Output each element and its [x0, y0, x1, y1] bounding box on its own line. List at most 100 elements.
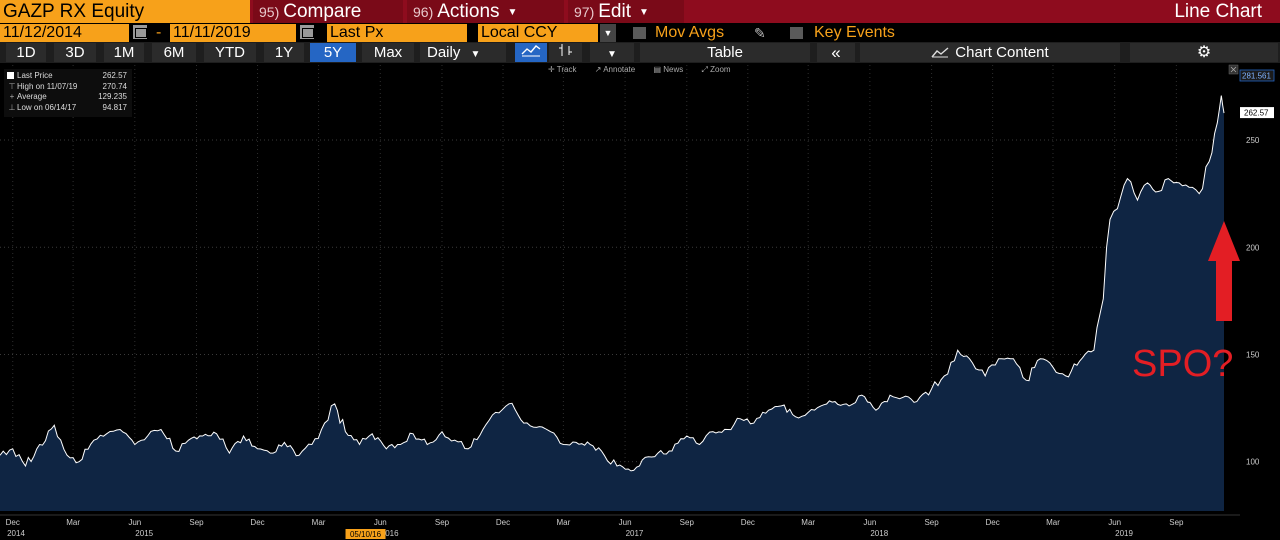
edit-menu-button[interactable]: 97) Edit ▼	[568, 0, 684, 23]
currency-dropdown-arrow-icon[interactable]: ▼	[600, 24, 616, 42]
y-tick-label: 100	[1246, 458, 1260, 467]
high-marker-icon: ⊤	[8, 81, 16, 91]
x-month-label: Sep	[680, 518, 695, 527]
compare-menu-button[interactable]: 95) Compare	[253, 0, 403, 23]
x-month-label: Mar	[1046, 518, 1060, 527]
frequency-select[interactable]: Daily ▼	[420, 43, 506, 62]
price-chart[interactable]: 100 150 200 250 281.561 262.57 Dec Mar Jun Sep De…	[0, 63, 1280, 540]
x-month-label: Mar	[312, 518, 326, 527]
x-year-label: 2015	[135, 529, 153, 538]
parameter-bar: 11/12/2014 - 11/11/2019 Last Px Local CC…	[0, 23, 1280, 42]
range-1y-button[interactable]: 1Y	[264, 43, 304, 62]
chart-tool-strip: ✛ Track ↗ Annotate ▤ News ⤢ Zoom	[548, 65, 747, 75]
x-month-label: Jun	[128, 518, 141, 527]
last-value-label: 262.57	[1244, 109, 1269, 118]
legend-low: ⊥ Low on 06/14/17 94.817	[8, 102, 127, 112]
legend-last-price: Last Price 262.57	[7, 71, 129, 82]
chart-content-label: Chart Content	[955, 44, 1049, 61]
pencil-icon[interactable]: ✎	[754, 25, 766, 41]
x-month-label: Sep	[1169, 518, 1184, 527]
y-axis: 100 150 200 250 281.561 262.57	[1239, 69, 1275, 467]
track-tool[interactable]: ✛ Track	[548, 65, 577, 74]
collapse-panel-icon[interactable]: «	[817, 43, 855, 62]
zoom-tool[interactable]: ⤢ Zoom	[701, 65, 731, 74]
top-menu-bar: GAZP RX Equity 95) Compare 96) Actions ▼ 97…	[0, 0, 1280, 23]
currency-select[interactable]: Local CCY	[478, 24, 598, 42]
annotate-tool[interactable]: ↗ Annotate	[594, 65, 636, 74]
x-month-label: Mar	[556, 518, 570, 527]
legend-high: ⊤ High on 11/07/19 270.74	[8, 81, 127, 91]
date-range-separator: -	[156, 24, 162, 41]
actions-menu-label: Actions	[437, 1, 500, 22]
chart-close-icon[interactable]	[1228, 64, 1239, 75]
compare-menu-label: Compare	[283, 1, 362, 22]
legend-average: + Average 129.235	[7, 92, 129, 103]
security-ticker-field[interactable]: GAZP RX Equity	[0, 0, 250, 23]
chevron-down-icon: ▼	[470, 49, 481, 60]
x-axis: Dec Mar Jun Sep Dec Mar Jun Sep Dec Mar Jun Sep Dec M…	[0, 514, 1240, 539]
spo-annotation: SPO?	[1132, 221, 1240, 385]
average-marker-icon: +	[9, 92, 15, 101]
calendar-icon[interactable]	[300, 25, 314, 39]
gear-icon[interactable]: ⚙	[1130, 43, 1278, 62]
range-ytd-button[interactable]: YTD	[204, 43, 256, 62]
range-6m-button[interactable]: 6M	[152, 43, 196, 62]
table-button[interactable]: Table	[640, 43, 810, 62]
y-tick-label: 150	[1246, 350, 1260, 359]
x-month-label: Mar	[66, 518, 80, 527]
x-month-label: Sep	[189, 518, 204, 527]
y-tick-label: 250	[1246, 136, 1260, 145]
range-toolbar: 1D 3D 1M 6M YTD 1Y 5Y Max Daily ▼ ▼ Tabl…	[0, 42, 1280, 63]
end-date-field[interactable]: 11/11/2019	[170, 24, 296, 42]
x-year-label: 2016	[381, 529, 399, 538]
mov-avgs-label[interactable]: Mov Avgs	[655, 24, 725, 41]
x-month-label: Jun	[1108, 518, 1121, 527]
x-year-label: 2017	[626, 529, 644, 538]
chevron-down-icon: ▼	[638, 7, 649, 18]
x-month-label: Dec	[6, 518, 20, 527]
actions-menu-number: 96)	[413, 4, 434, 20]
x-month-label: Mar	[801, 518, 815, 527]
actions-menu-button[interactable]: 96) Actions ▼	[407, 0, 564, 23]
zoom-tool-label: Zoom	[710, 65, 731, 74]
annotation-text: SPO?	[1132, 343, 1233, 385]
price-area-fill	[0, 95, 1224, 511]
key-events-label[interactable]: Key Events	[814, 24, 895, 41]
track-tool-label: Track	[556, 65, 577, 74]
range-5y-button[interactable]: 5Y	[310, 43, 356, 62]
frequency-label: Daily	[427, 44, 461, 61]
chart-content-button[interactable]: Chart Content	[860, 43, 1120, 62]
high-value-box	[1239, 69, 1275, 82]
chart-legend: Last Price 262.57 ⊤ High on 11/07/19 270.74…	[4, 69, 132, 117]
start-date-field[interactable]: 11/12/2014	[0, 24, 129, 42]
calendar-icon[interactable]	[133, 25, 147, 39]
view-title: Line Chart	[1174, 1, 1262, 22]
y-tick-label: 200	[1246, 243, 1260, 252]
chart-type-dropdown-icon[interactable]: ▼	[590, 43, 634, 62]
bar-chart-type-icon[interactable]	[549, 43, 582, 62]
news-tool-label: News	[663, 65, 684, 74]
x-year-label: 2019	[1115, 529, 1133, 538]
x-month-label: Dec	[985, 518, 999, 527]
highlight-date-label: 05/10/16	[350, 530, 382, 539]
x-month-label: Dec	[250, 518, 264, 527]
x-month-label: Jun	[374, 518, 387, 527]
line-chart-type-icon[interactable]	[515, 43, 547, 62]
last-value-box	[1240, 107, 1274, 119]
range-max-button[interactable]: Max	[362, 43, 414, 62]
news-tool[interactable]: ▤ News	[653, 65, 684, 74]
compare-menu-number: 95)	[259, 4, 280, 20]
mov-avgs-checkbox[interactable]	[633, 27, 646, 39]
x-year-label: 2014	[7, 529, 25, 538]
price-field-select[interactable]: Last Px	[327, 24, 467, 42]
high-value-label: 281.561	[1242, 72, 1271, 81]
range-3d-button[interactable]: 3D	[54, 43, 96, 62]
chevron-down-icon: ▼	[507, 7, 518, 18]
range-1d-button[interactable]: 1D	[6, 43, 46, 62]
annotate-tool-label: Annotate	[603, 65, 636, 74]
range-1m-button[interactable]: 1M	[104, 43, 144, 62]
edit-menu-label: Edit	[598, 1, 631, 22]
x-month-label: Sep	[924, 518, 939, 527]
key-events-checkbox[interactable]	[790, 27, 803, 39]
legend-swatch	[7, 72, 14, 79]
